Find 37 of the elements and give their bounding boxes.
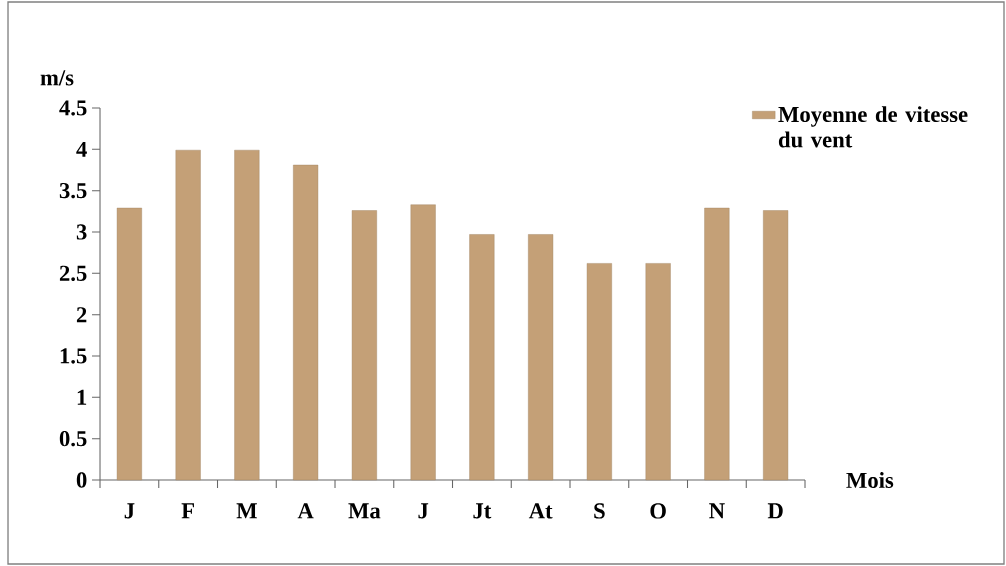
y-tick-label: 0.5 bbox=[59, 430, 87, 447]
y-axis-title: m/s bbox=[40, 70, 74, 86]
x-tick-label: F bbox=[181, 503, 194, 519]
x-tick-label: N bbox=[709, 503, 725, 519]
y-tick-label: 3.5 bbox=[59, 182, 87, 199]
x-tick-label: At bbox=[528, 503, 553, 519]
x-tick-label: Ma bbox=[348, 503, 381, 519]
bar bbox=[645, 263, 671, 481]
bar bbox=[586, 263, 612, 481]
legend-label: Moyenne de vitesse du vent bbox=[778, 106, 968, 148]
bar bbox=[528, 234, 554, 481]
x-tick-label: A bbox=[297, 503, 314, 519]
y-tick-label: 1 bbox=[77, 389, 87, 405]
x-tick-label: O bbox=[650, 503, 666, 519]
bar bbox=[469, 234, 495, 481]
x-tick-label: J bbox=[418, 503, 429, 519]
bar bbox=[704, 207, 730, 481]
y-tick-label: 1.5 bbox=[60, 348, 87, 364]
x-tick-label: M bbox=[236, 503, 257, 519]
y-tick-label: 0 bbox=[76, 472, 87, 488]
bar bbox=[234, 149, 260, 481]
y-tick-label: 2.5 bbox=[59, 265, 87, 281]
x-tick-label: S bbox=[594, 503, 605, 519]
bar bbox=[116, 207, 142, 481]
bar bbox=[410, 204, 436, 481]
bar bbox=[293, 164, 319, 481]
y-tick-label: 4.5 bbox=[59, 100, 87, 116]
bar bbox=[351, 210, 377, 481]
y-tick-label: 4 bbox=[76, 141, 87, 157]
x-axis-title: Mois bbox=[846, 472, 894, 488]
bar bbox=[175, 149, 201, 481]
x-tick-label: Jt bbox=[473, 503, 492, 519]
y-tick-label: 3 bbox=[76, 224, 87, 240]
x-tick-label: D bbox=[767, 503, 783, 519]
x-tick-label: J bbox=[124, 503, 135, 519]
y-tick-label: 2 bbox=[76, 307, 87, 323]
bar bbox=[763, 210, 789, 481]
